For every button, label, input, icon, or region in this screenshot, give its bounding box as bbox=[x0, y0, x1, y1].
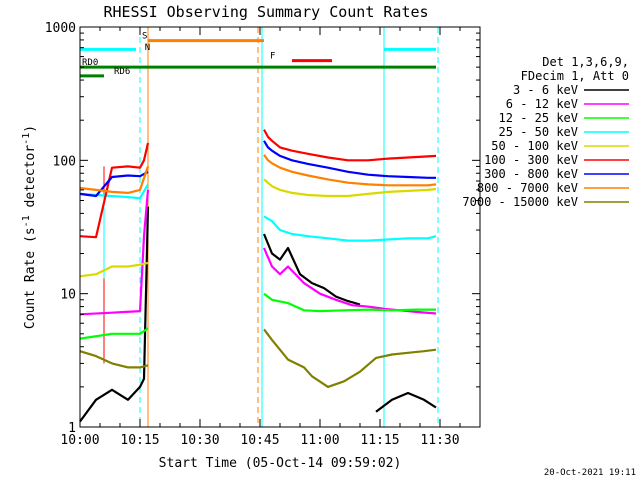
x-tick-label-6: 11:30 bbox=[420, 433, 459, 448]
axis-ticks: 10:00 10:15 10:30 10:45 11:00 11:15 11:30 1 10 10… bbox=[45, 21, 480, 448]
legend-label-7: 800 - 7000 keV bbox=[477, 181, 578, 195]
x-tick-label-4: 11:00 bbox=[300, 433, 339, 448]
series-2-segment-0 bbox=[79, 327, 149, 340]
x-tick-label-3: 10:45 bbox=[240, 433, 279, 448]
timestamp: 20-Oct-2021 19:11 bbox=[544, 468, 636, 478]
plot-area: SN F RD0 RD6 bbox=[79, 27, 439, 427]
chart-title: RHESSI Observing Summary Count Rates bbox=[103, 3, 428, 21]
state-label-n: N bbox=[145, 43, 150, 53]
series-2-segment-1 bbox=[263, 292, 436, 313]
series-7-segment-1 bbox=[263, 154, 437, 187]
legend-label-8: 7000 - 15000 keV bbox=[462, 195, 578, 209]
legend-label-2: 12 - 25 keV bbox=[499, 111, 578, 125]
legend-label-6: 300 - 800 keV bbox=[484, 167, 578, 181]
legend-label-5: 100 - 300 keV bbox=[484, 153, 578, 167]
series-0-segment-2 bbox=[375, 391, 437, 413]
x-tick-label-2: 10:30 bbox=[180, 433, 219, 448]
series-1-segment-0 bbox=[79, 189, 150, 316]
series-3-segment-1 bbox=[263, 215, 437, 242]
state-label-s: S bbox=[142, 32, 147, 42]
x-tick-label-1: 10:15 bbox=[120, 433, 159, 448]
state-label-f: F bbox=[270, 52, 275, 62]
series-4-segment-1 bbox=[263, 178, 437, 198]
y-tick-label-2: 100 bbox=[53, 154, 76, 169]
series-7-segment-0 bbox=[79, 166, 150, 194]
x-axis-label: Start Time (05-Oct-14 09:59:02) bbox=[159, 456, 402, 471]
series-0-segment-0 bbox=[79, 206, 150, 423]
legend-header-1: FDecim 1, Att 0 bbox=[521, 69, 629, 83]
legend-label-3: 25 - 50 keV bbox=[499, 125, 578, 139]
y-tick-label-3: 1000 bbox=[45, 21, 76, 36]
legend-label-0: 3 - 6 keV bbox=[513, 83, 578, 97]
x-tick-label-5: 11:15 bbox=[360, 433, 399, 448]
x-tick-label-0: 10:00 bbox=[60, 433, 99, 448]
state-label-rd6: RD6 bbox=[114, 67, 130, 77]
series-5-segment-1 bbox=[263, 129, 437, 162]
series-6-segment-0 bbox=[79, 170, 149, 198]
legend-header-0: Det 1,3,6,9, bbox=[542, 55, 629, 69]
y-tick-label-1: 10 bbox=[60, 288, 76, 303]
legend-label-1: 6 - 12 keV bbox=[506, 97, 578, 111]
state-label-rd0: RD0 bbox=[82, 58, 98, 68]
series-6-segment-1 bbox=[263, 140, 436, 179]
series-8-segment-0 bbox=[79, 350, 149, 369]
legend-label-4: 50 - 100 keV bbox=[491, 139, 578, 153]
series-5-segment-0 bbox=[79, 142, 150, 239]
series-0-segment-1 bbox=[262, 233, 361, 306]
y-tick-label-0: 1 bbox=[68, 421, 76, 436]
y-axis-label: Count Rate (s-1 detector-1) bbox=[21, 125, 38, 329]
series-8-segment-1 bbox=[263, 328, 437, 388]
series-4-segment-0 bbox=[79, 261, 149, 278]
